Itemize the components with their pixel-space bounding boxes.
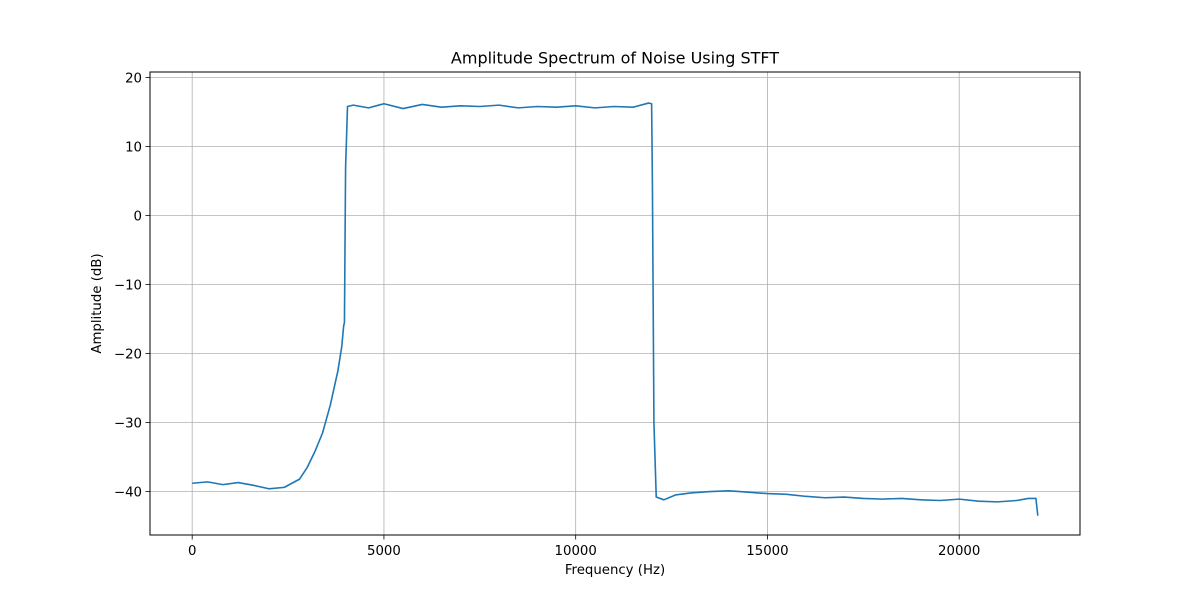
x-tick-label: 10000	[555, 544, 597, 559]
y-tick-label: −20	[114, 347, 142, 362]
x-tick-label: 15000	[746, 544, 788, 559]
plot-area-background	[150, 72, 1080, 535]
x-tick-label: 20000	[938, 544, 980, 559]
series-layer	[192, 102, 1039, 516]
y-tick-label: 10	[125, 140, 142, 155]
series-line	[192, 102, 1039, 516]
y-tick-label: −30	[114, 416, 142, 431]
x-axis-label: Frequency (Hz)	[565, 563, 665, 578]
y-axis-label: Amplitude (dB)	[90, 253, 105, 353]
chart-title: Amplitude Spectrum of Noise Using STFT	[451, 49, 779, 68]
x-grid	[191, 72, 960, 535]
y-tick-label: −10	[114, 278, 142, 293]
y-tick-label: 0	[134, 209, 142, 224]
y-axis-ticks: 20 10 0 −10 −20 −30 −40	[114, 71, 150, 500]
x-axis-ticks: 0 5000 10000 15000 20000	[188, 535, 980, 559]
x-tick-label: 0	[188, 544, 196, 559]
x-tick-label: 5000	[367, 544, 401, 559]
y-tick-label: 20	[125, 71, 142, 86]
y-tick-label: −40	[114, 485, 142, 500]
y-grid	[150, 77, 1080, 492]
plot-area-frame	[149, 71, 1081, 536]
